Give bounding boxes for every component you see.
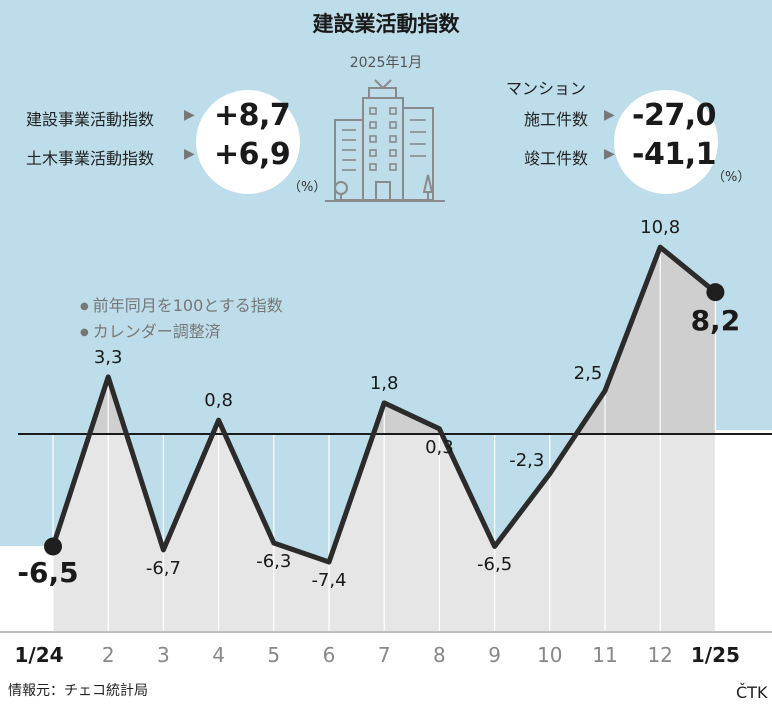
left-unit: （%） <box>288 180 327 195</box>
source-note: 情報元：チェコ統計局 <box>8 683 148 699</box>
x-tick-label: 12 <box>647 643 673 667</box>
data-label: 0,8 <box>204 390 233 412</box>
right-row-value-1: -27,0 <box>632 98 716 133</box>
right-row-label-2: 竣工件数 <box>524 149 589 168</box>
gridlines <box>52 247 717 632</box>
right-row-label-1: 施工件数 <box>524 110 589 129</box>
x-tick-label: 9 <box>488 643 501 667</box>
credit: ČTK <box>736 683 768 702</box>
sky-area <box>0 0 772 563</box>
date-subtitle: 2025年1月 <box>349 55 423 71</box>
chart-title: 建設業活動指数 <box>312 12 460 36</box>
x-tick-label: 2 <box>101 643 115 667</box>
right-unit: （%） <box>712 170 751 185</box>
right-row-value-2: -41,1 <box>632 137 716 172</box>
data-label: 2,5 <box>573 362 603 384</box>
x-tick-label: 4 <box>212 643 225 667</box>
data-label: -6,5 <box>17 556 79 590</box>
data-label: -6,3 <box>256 550 292 572</box>
x-tick-label: 8 <box>433 643 446 667</box>
arrow-right-icon: ▶ <box>184 107 195 123</box>
data-label: 0,3 <box>425 436 454 458</box>
arrow-right-icon: ▶ <box>184 146 195 162</box>
x-tick-label: 7 <box>377 643 391 667</box>
left-row-value-1: +8,7 <box>214 98 291 133</box>
x-tick-label: 6 <box>322 643 336 667</box>
end-marker <box>706 283 725 302</box>
left-row-label-2: 土木事業活動指数 <box>26 149 155 168</box>
data-label: -7,4 <box>311 570 347 592</box>
note-2-text: カレンダー調整済 <box>92 322 221 341</box>
x-tick-label: 3 <box>157 643 170 667</box>
x-tick-label: 1/25 <box>690 643 740 667</box>
data-label: 3,3 <box>93 346 123 368</box>
data-label: 1,8 <box>369 372 399 394</box>
x-tick-label: 5 <box>267 643 281 667</box>
note-1: ● 前年同月を100とする指数 <box>80 296 283 315</box>
arrow-right-icon: ▶ <box>604 107 615 123</box>
data-label: -6,5 <box>477 554 513 576</box>
data-label: -6,7 <box>145 557 181 579</box>
data-label: -2,3 <box>509 449 545 471</box>
building-icon <box>325 79 445 202</box>
arrow-right-icon: ▶ <box>604 146 615 162</box>
left-row-label-1: 建設事業活動指数 <box>26 110 155 129</box>
x-tick-label: 11 <box>592 643 618 667</box>
note-2: ● カレンダー調整済 <box>80 322 221 341</box>
left-circle <box>196 90 300 194</box>
data-label: 8,2 <box>690 304 741 338</box>
area-fill-positive <box>89 247 716 434</box>
left-row-value-2: +6,9 <box>214 137 291 172</box>
data-label: 10,8 <box>640 217 681 239</box>
note-1-text: 前年同月を100とする指数 <box>92 296 283 315</box>
series-line <box>50 244 717 565</box>
start-marker <box>44 537 62 556</box>
x-tick-label: 1/24 <box>14 643 64 667</box>
right-heading: マンション <box>506 79 587 98</box>
x-tick-label: 10 <box>537 643 563 667</box>
right-circle <box>614 90 718 194</box>
